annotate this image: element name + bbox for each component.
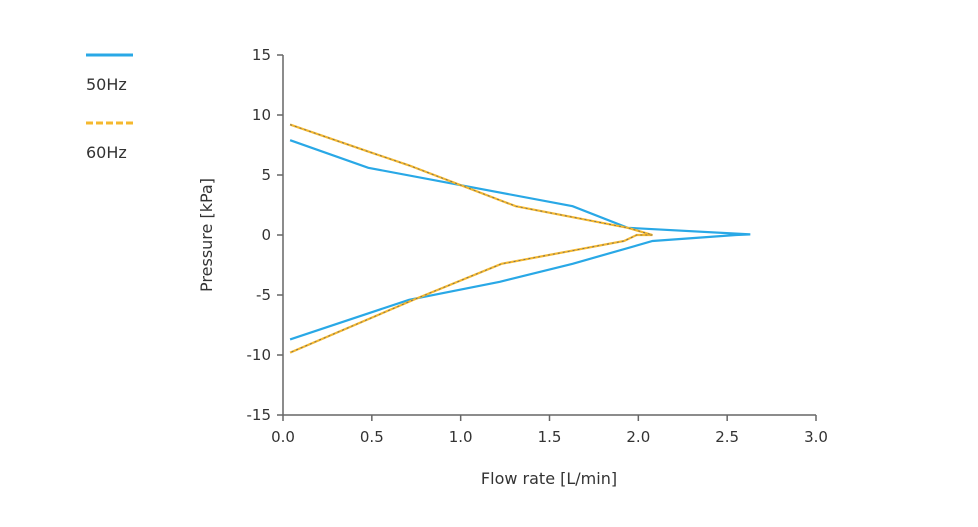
y-tick-label: 10 <box>252 106 271 124</box>
x-tick-label: 2.0 <box>626 428 650 446</box>
y-tick-label: 5 <box>261 166 271 184</box>
legend: 50Hz 60Hz <box>86 53 133 162</box>
x-tick-label: 1.5 <box>538 428 562 446</box>
legend-label: 60Hz <box>86 143 127 162</box>
x-tick-label: 2.5 <box>715 428 739 446</box>
x-tick-label: 3.0 <box>804 428 828 446</box>
y-tick-label: -5 <box>256 286 271 304</box>
axes: 0.0 0.5 1.0 1.5 2.0 2.5 3.0 15 10 5 0 -5 -10 -15 <box>247 46 828 446</box>
y-tick-label: 0 <box>261 226 271 244</box>
y-axis-label: Pressure [kPa] <box>197 178 216 292</box>
x-tick-label: 0.5 <box>360 428 384 446</box>
y-tick-label: 15 <box>252 46 271 64</box>
x-axis-label: Flow rate [L/min] <box>481 469 617 488</box>
legend-label: 50Hz <box>86 75 127 94</box>
y-tick-label: -10 <box>247 346 272 364</box>
series-line-60Hz <box>289 123 653 354</box>
y-tick-label: -15 <box>247 406 272 424</box>
series-line-50Hz <box>289 139 751 341</box>
series-group <box>289 123 751 354</box>
x-tick-label: 1.0 <box>449 428 473 446</box>
x-tick-label: 0.0 <box>271 428 295 446</box>
